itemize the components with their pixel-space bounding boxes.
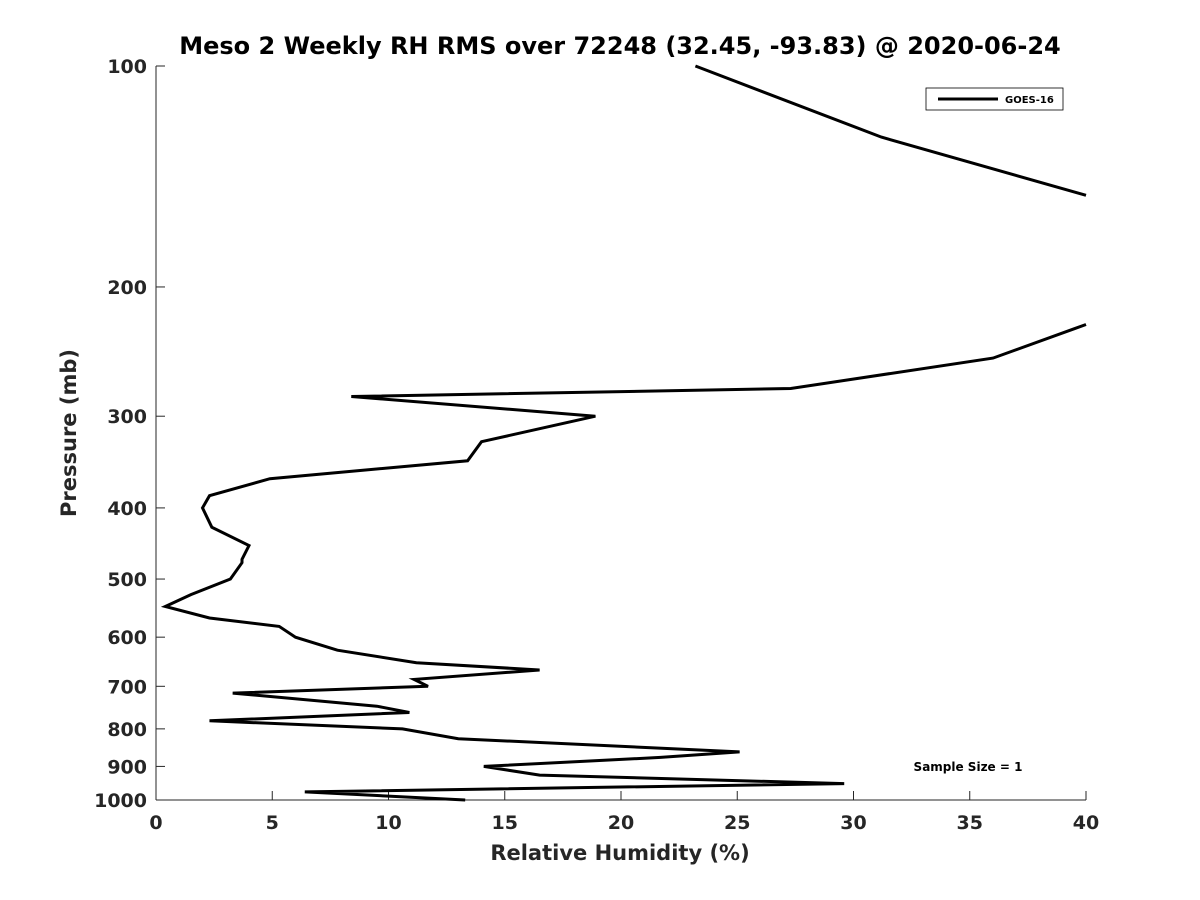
y-tick-label: 100 bbox=[107, 56, 147, 78]
sample-size-annotation: Sample Size = 1 bbox=[914, 760, 1023, 774]
x-tick-label: 5 bbox=[266, 812, 279, 834]
y-tick-label: 500 bbox=[107, 569, 147, 591]
y-tick-label: 1000 bbox=[94, 790, 147, 812]
x-tick-label: 15 bbox=[492, 812, 518, 834]
x-ticks: 0 5 10 15 20 25 30 35 40 bbox=[149, 791, 1099, 834]
legend-label: GOES-16 bbox=[1005, 95, 1054, 106]
series-line-goes16 bbox=[694, 64, 1087, 197]
x-tick-label: 10 bbox=[375, 812, 401, 834]
x-tick-label: 25 bbox=[724, 812, 750, 834]
legend: GOES-16 bbox=[925, 87, 1064, 111]
y-tick-label: 900 bbox=[107, 756, 147, 778]
y-tick-label: 800 bbox=[107, 719, 147, 741]
y-tick-label: 400 bbox=[107, 498, 147, 520]
y-axis-label: Pressure (mb) bbox=[57, 349, 81, 517]
y-tick-label: 600 bbox=[107, 627, 147, 649]
y-ticks: 100 200 300 400 500 600 700 800 900 1000 bbox=[94, 56, 165, 812]
series-layer bbox=[160, 64, 1087, 802]
x-tick-label: 20 bbox=[608, 812, 634, 834]
y-tick-label: 700 bbox=[107, 676, 147, 698]
series-line-goes16 bbox=[160, 323, 1087, 802]
chart-title: Meso 2 Weekly RH RMS over 72248 (32.45, … bbox=[179, 32, 1061, 60]
x-tick-label: 35 bbox=[957, 812, 983, 834]
x-tick-label: 0 bbox=[149, 812, 162, 834]
x-tick-label: 30 bbox=[840, 812, 866, 834]
x-axis-label: Relative Humidity (%) bbox=[490, 841, 749, 865]
y-tick-label: 300 bbox=[107, 406, 147, 428]
x-tick-label: 40 bbox=[1073, 812, 1099, 834]
y-tick-label: 200 bbox=[107, 277, 147, 299]
